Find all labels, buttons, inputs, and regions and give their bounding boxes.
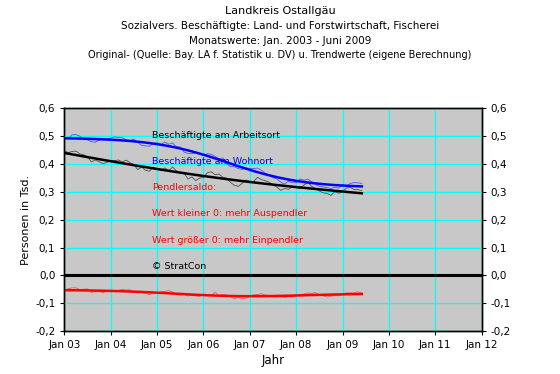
Text: Beschäftigte am Arbeitsort: Beschäftigte am Arbeitsort xyxy=(152,131,280,140)
Text: © StratCon: © StratCon xyxy=(152,262,206,271)
Text: Monatswerte: Jan. 2003 - Juni 2009: Monatswerte: Jan. 2003 - Juni 2009 xyxy=(189,36,371,46)
Text: Landkreis Ostallgäu: Landkreis Ostallgäu xyxy=(225,6,335,16)
Text: Wert größer 0: mehr Einpendler: Wert größer 0: mehr Einpendler xyxy=(152,236,303,245)
Text: Beschäftigte am Wohnort: Beschäftigte am Wohnort xyxy=(152,157,273,166)
Text: Pendlersaldo:: Pendlersaldo: xyxy=(152,183,216,192)
Y-axis label: Personen in Tsd.: Personen in Tsd. xyxy=(21,175,31,265)
X-axis label: Jahr: Jahr xyxy=(262,354,284,367)
Text: Original- (Quelle: Bay. LA f. Statistik u. DV) u. Trendwerte (eigene Berechnung): Original- (Quelle: Bay. LA f. Statistik … xyxy=(88,50,472,61)
Text: Wert kleiner 0: mehr Auspendler: Wert kleiner 0: mehr Auspendler xyxy=(152,209,307,218)
Text: Sozialvers. Beschäftigte: Land- und Forstwirtschaft, Fischerei: Sozialvers. Beschäftigte: Land- und Fors… xyxy=(121,21,439,31)
